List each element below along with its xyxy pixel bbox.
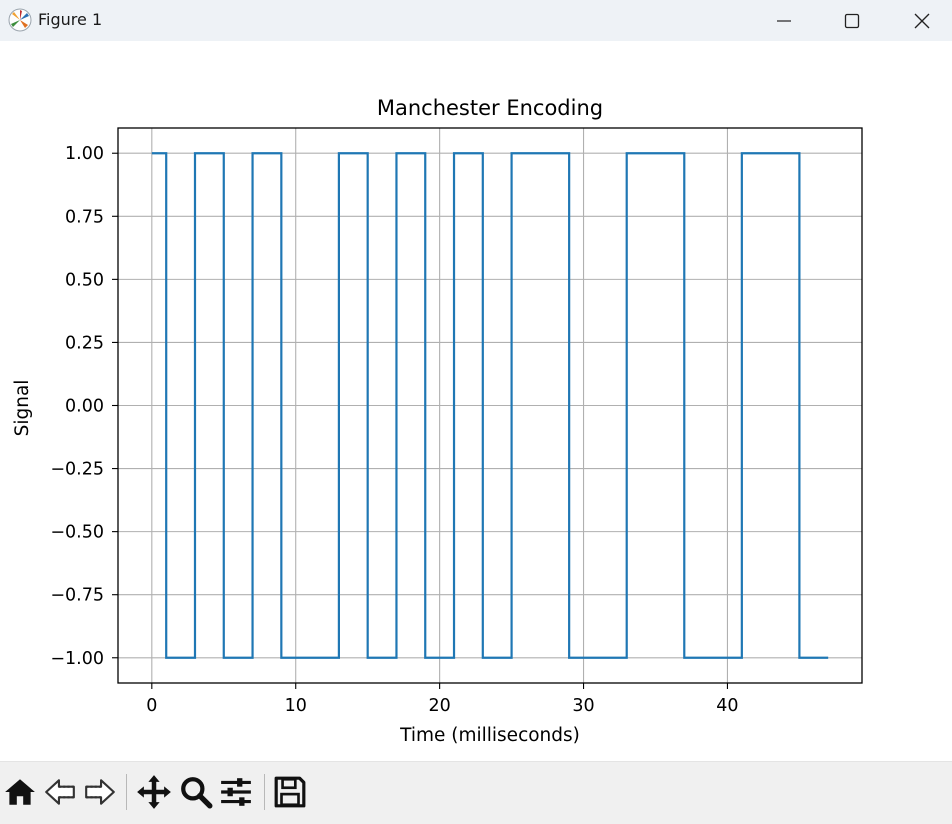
y-ticks: 1.00 0.75 0.50 0.25 0.00 −0.25 −0.50 −0.75 −1.00	[50, 144, 118, 669]
grid	[118, 128, 862, 683]
close-icon	[914, 13, 930, 28]
y-tick-label: 0.25	[65, 333, 104, 353]
sliders-icon	[221, 778, 251, 806]
x-axis-label: Time (milliseconds)	[399, 725, 580, 746]
x-ticks: 0 10 20 30 40	[146, 683, 739, 716]
home-button[interactable]	[0, 772, 40, 812]
window-title: Figure 1	[38, 10, 103, 29]
x-tick-label: 0	[146, 696, 157, 716]
pan-button[interactable]	[134, 772, 174, 812]
y-tick-label: 0.75	[65, 207, 104, 227]
move-icon	[137, 775, 171, 809]
x-tick-label: 20	[428, 696, 450, 716]
y-tick-label: 0.00	[65, 397, 104, 417]
x-tick-label: 10	[285, 696, 307, 716]
home-icon	[5, 779, 35, 805]
signal-line	[151, 152, 829, 659]
minimize-button[interactable]	[754, 0, 814, 41]
forward-button[interactable]	[80, 772, 120, 812]
chart-title: Manchester Encoding	[377, 96, 603, 120]
y-tick-label: −0.75	[50, 586, 104, 606]
save-icon	[274, 776, 306, 808]
navigation-toolbar	[0, 761, 952, 824]
chart: 0 10 20 30 40 1.00 0.75 0.50 0.25 0.00 −0.25 −0.50…	[12, 96, 863, 746]
y-tick-label: 1.00	[65, 144, 104, 164]
forward-arrow-icon	[85, 779, 115, 805]
y-tick-label: −0.50	[50, 523, 104, 543]
y-axis-label: Signal	[12, 380, 33, 437]
maximize-button[interactable]	[822, 0, 882, 41]
back-arrow-icon	[45, 779, 75, 805]
save-button[interactable]	[270, 772, 310, 812]
matplotlib-icon	[8, 8, 32, 32]
y-tick-label: 0.50	[65, 270, 104, 290]
zoom-button[interactable]	[176, 772, 216, 812]
title-bar: Figure 1	[0, 0, 952, 41]
toolbar-separator	[264, 774, 265, 810]
y-tick-label: −0.25	[50, 460, 104, 480]
minimize-icon	[777, 19, 791, 22]
zoom-icon	[181, 777, 213, 809]
maximize-icon	[844, 13, 860, 28]
x-tick-label: 30	[572, 696, 594, 716]
configure-subplots-button[interactable]	[216, 772, 256, 812]
x-tick-label: 40	[716, 696, 738, 716]
y-tick-label: −1.00	[50, 649, 104, 669]
figure-canvas[interactable]: 0 10 20 30 40 1.00 0.75 0.50 0.25 0.00 −0.25 −0.50…	[0, 41, 952, 761]
back-button[interactable]	[40, 772, 80, 812]
toolbar-separator	[126, 774, 127, 810]
close-button[interactable]	[892, 0, 952, 41]
